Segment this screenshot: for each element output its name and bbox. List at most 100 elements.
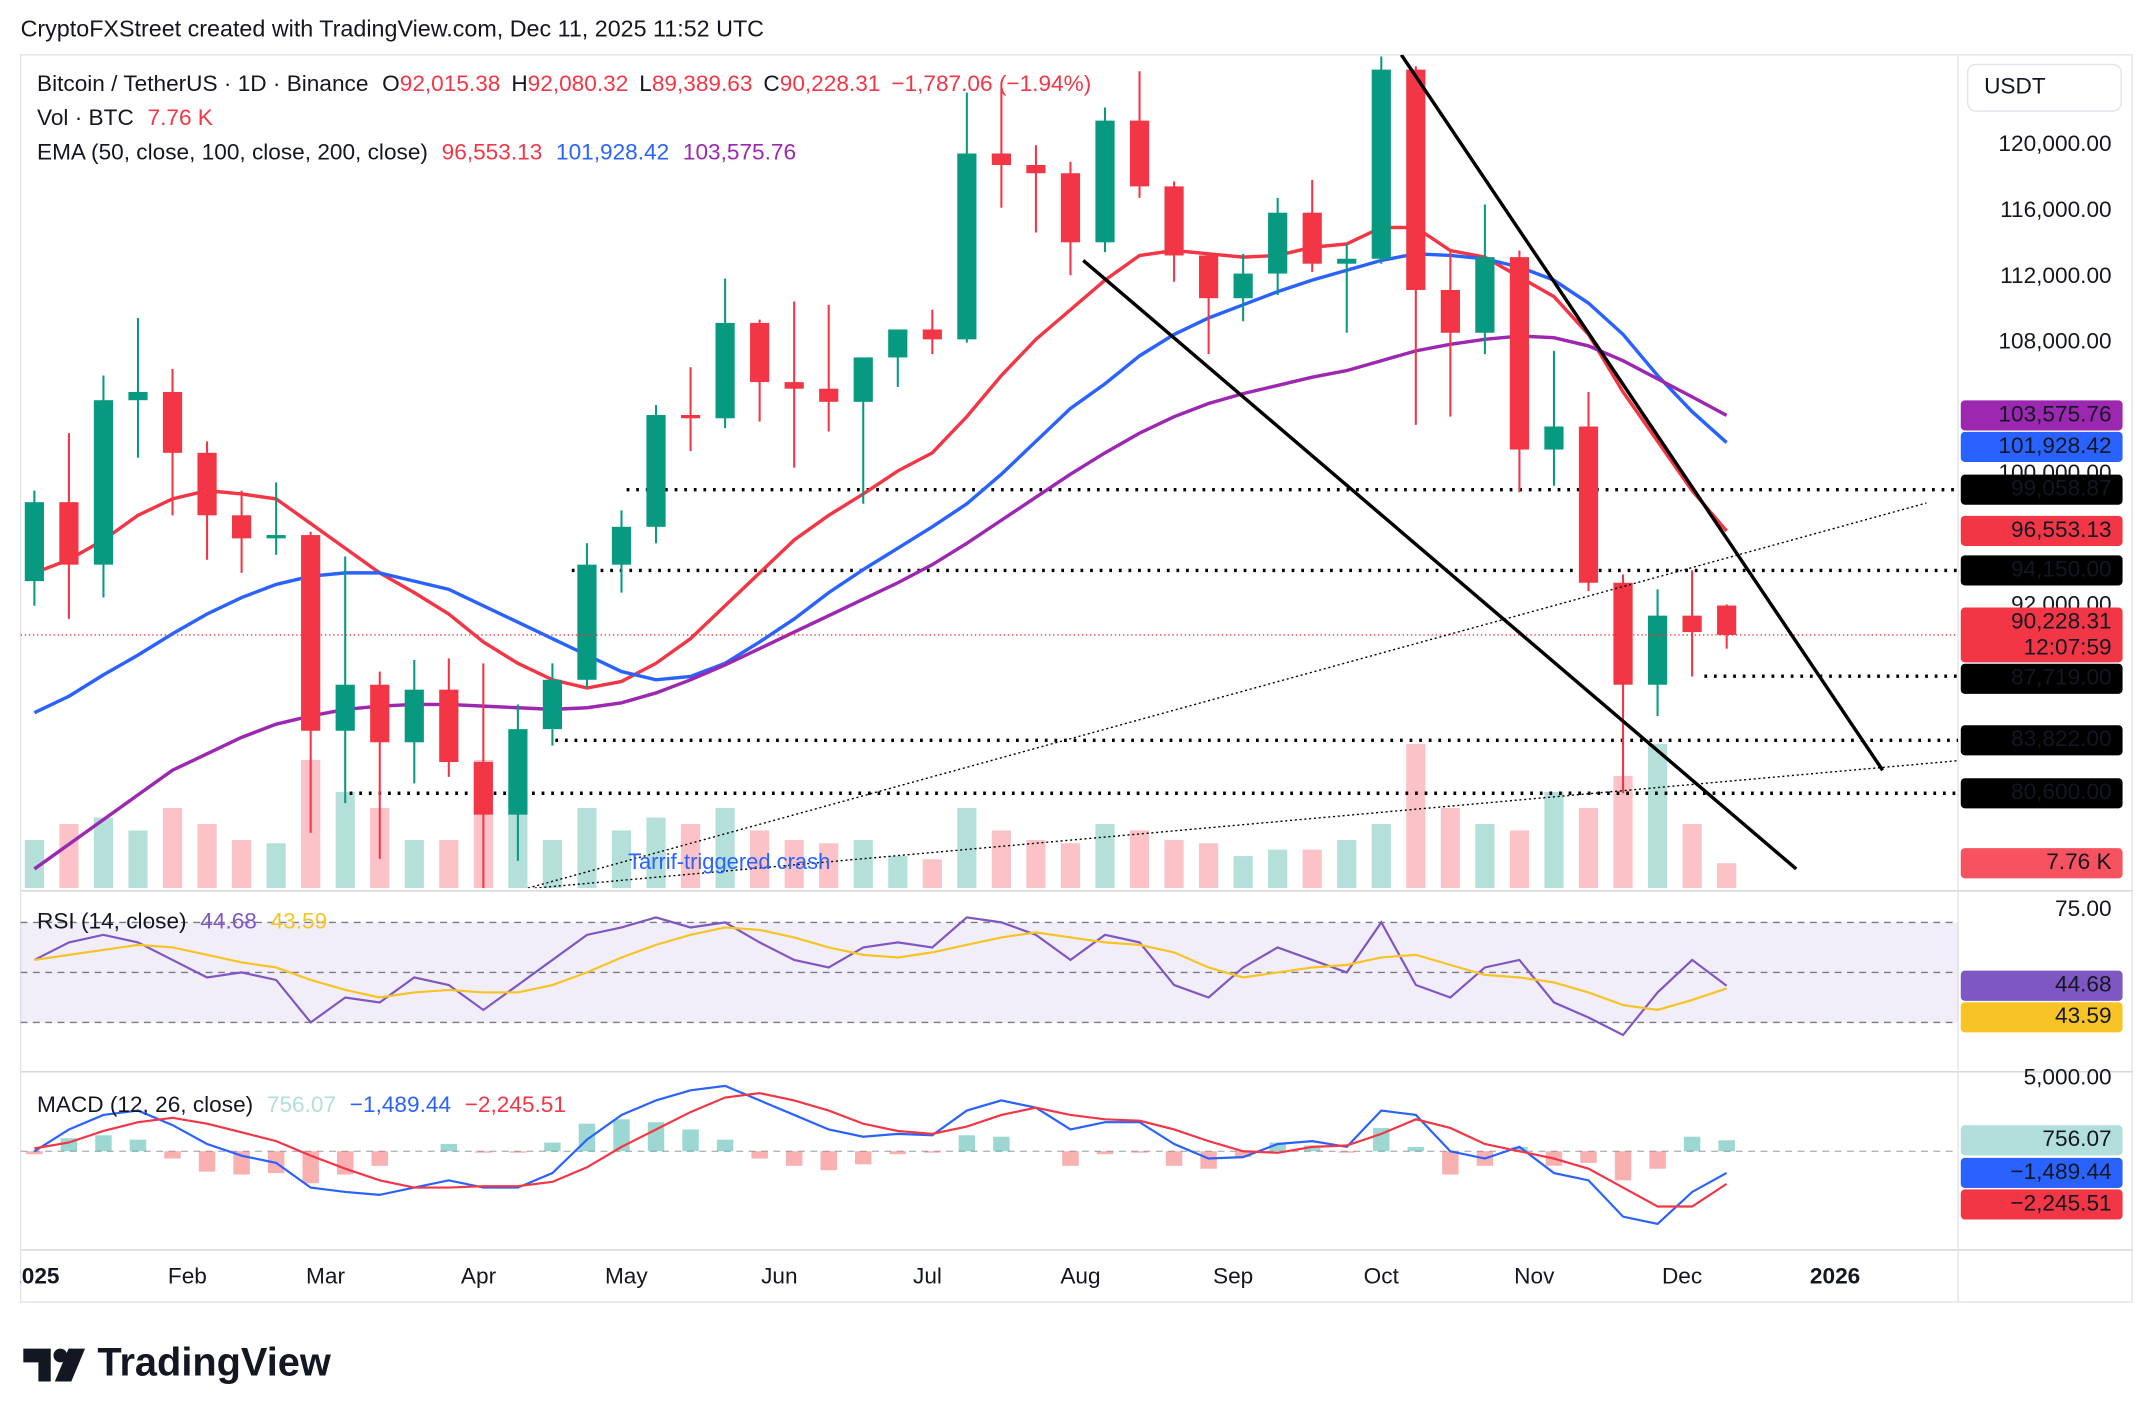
rsi-value: 43.59: [271, 908, 328, 933]
candle-body: [439, 689, 459, 763]
macd-histogram-bar: [1580, 1151, 1597, 1163]
price-badge: [1960, 1125, 2123, 1156]
x-tick-label: Oct: [1364, 1263, 1400, 1288]
volume-bar: [1233, 856, 1253, 889]
volume-bar: [784, 840, 804, 889]
price-badge: [1960, 431, 2123, 462]
x-tick-label: 2026: [1810, 1263, 1860, 1288]
volume-bar: [404, 840, 424, 889]
volume-bar: [646, 817, 666, 889]
price-badge-label: 87,719.00: [2011, 665, 2112, 690]
candle-body: [1129, 120, 1150, 187]
volume-bar: [957, 807, 977, 889]
price-badge: [1960, 1189, 2123, 1220]
y-tick-label: 5,000.00: [2024, 1065, 2112, 1090]
macd-histogram-bar: [1614, 1151, 1632, 1181]
macd-histogram-bar: [1683, 1136, 1701, 1152]
ema-value: 103,575.76: [683, 139, 796, 164]
ema-legend: EMA (50, close, 100, close, 200, close) 9…: [37, 139, 796, 164]
rsi-line: [34, 926, 1727, 1012]
macd-histogram-bar: [889, 1151, 907, 1155]
price-badge-label: 90,228.31: [2011, 609, 2112, 634]
candle-body: [1440, 290, 1460, 333]
trend-line: [534, 759, 1959, 889]
x-tick-label: Apr: [461, 1263, 497, 1288]
macd-value: −2,245.51: [465, 1092, 566, 1117]
y-tick-label: 112,000.00: [2000, 263, 2112, 288]
price-badge: [1960, 607, 2123, 663]
volume-bar: [819, 843, 839, 889]
currency-box[interactable]: [1966, 63, 2122, 112]
macd-histogram-bar: [1200, 1151, 1217, 1169]
ohlc-value: 92,015.38: [400, 71, 501, 96]
volume-bar: [266, 843, 286, 889]
candle-body: [335, 684, 355, 731]
macd-histogram-bar: [164, 1151, 181, 1159]
candle-body: [1406, 69, 1426, 291]
macd-histogram-bar: [440, 1144, 458, 1152]
candle-body: [715, 322, 735, 419]
candle-body: [646, 414, 666, 527]
candle-body: [922, 329, 942, 340]
ema-line: [33, 225, 1728, 690]
logo-mark: [54, 1348, 86, 1382]
macd-histogram-bar: [647, 1122, 665, 1152]
candle-body: [59, 502, 79, 565]
candle-body: [888, 329, 908, 358]
volume-bar: [1647, 743, 1668, 889]
price-badge-label: 80,600.00: [2011, 779, 2112, 804]
macd-histogram-bar: [1373, 1128, 1390, 1152]
macd-histogram-bar: [1096, 1151, 1114, 1155]
macd-histogram-bar: [1234, 1151, 1252, 1158]
volume-bar: [680, 824, 701, 889]
candle-body: [1371, 69, 1391, 259]
macd-histogram-bar: [1269, 1142, 1286, 1152]
macd-line: [34, 1092, 1728, 1208]
candle-body: [1268, 212, 1288, 274]
candle-body: [1164, 186, 1184, 256]
candle-body: [1578, 426, 1599, 583]
price-badge-label: 103,575.76: [1998, 401, 2111, 426]
macd-histogram-bar: [336, 1151, 354, 1175]
candle-body: [750, 322, 770, 383]
candle-body: [784, 382, 804, 389]
trend-line: [527, 502, 1927, 889]
x-tick-label: Mar: [306, 1263, 345, 1288]
candle-body: [1544, 426, 1564, 450]
price-badge: [1960, 555, 2123, 586]
rsi-pane: [20, 916, 1959, 1037]
volume-bar: [1026, 840, 1046, 889]
volume-bar: [1509, 830, 1530, 889]
candle-body: [957, 153, 977, 340]
x-tick-label: 2025: [9, 1263, 59, 1288]
macd-histogram-bar: [958, 1135, 976, 1152]
volume-bar: [1302, 849, 1322, 889]
candle-body: [508, 729, 528, 815]
macd-histogram-bar: [682, 1129, 699, 1152]
ohlc-value: 89,389.63: [652, 71, 753, 96]
macd-histogram-bar: [26, 1151, 43, 1155]
macd-histogram-bar: [475, 1151, 492, 1153]
macd-histogram-bar: [1131, 1151, 1148, 1153]
candle-body: [1682, 615, 1702, 633]
volume-title: Vol · BTC: [37, 105, 134, 130]
price-badge-label: 43.59: [2055, 1003, 2112, 1028]
volume-bar: [1475, 824, 1495, 889]
x-tick-label: Dec: [1662, 1263, 1702, 1288]
candle-body: [93, 400, 114, 565]
candle-body: [853, 357, 873, 402]
candle-body: [1026, 165, 1046, 174]
candle-body: [370, 684, 390, 743]
macd-histogram-bar: [198, 1151, 216, 1172]
price-badge-label: −1,489.44: [2010, 1159, 2111, 1184]
credit: CryptoFXStreet created with TradingView.…: [21, 15, 764, 41]
rsi-legend: RSI (14, close) 44.68 43.59: [37, 908, 327, 933]
volume-bar: [611, 830, 632, 889]
volume-bar: [1578, 807, 1599, 889]
volume-bar: [1095, 824, 1115, 889]
ohlc-key: C: [763, 71, 779, 96]
volume-bar: [1682, 824, 1702, 889]
macd-histogram-bar: [1511, 1146, 1528, 1152]
macd-histogram-bar: [1442, 1151, 1459, 1175]
macd-histogram-bar: [855, 1151, 872, 1165]
